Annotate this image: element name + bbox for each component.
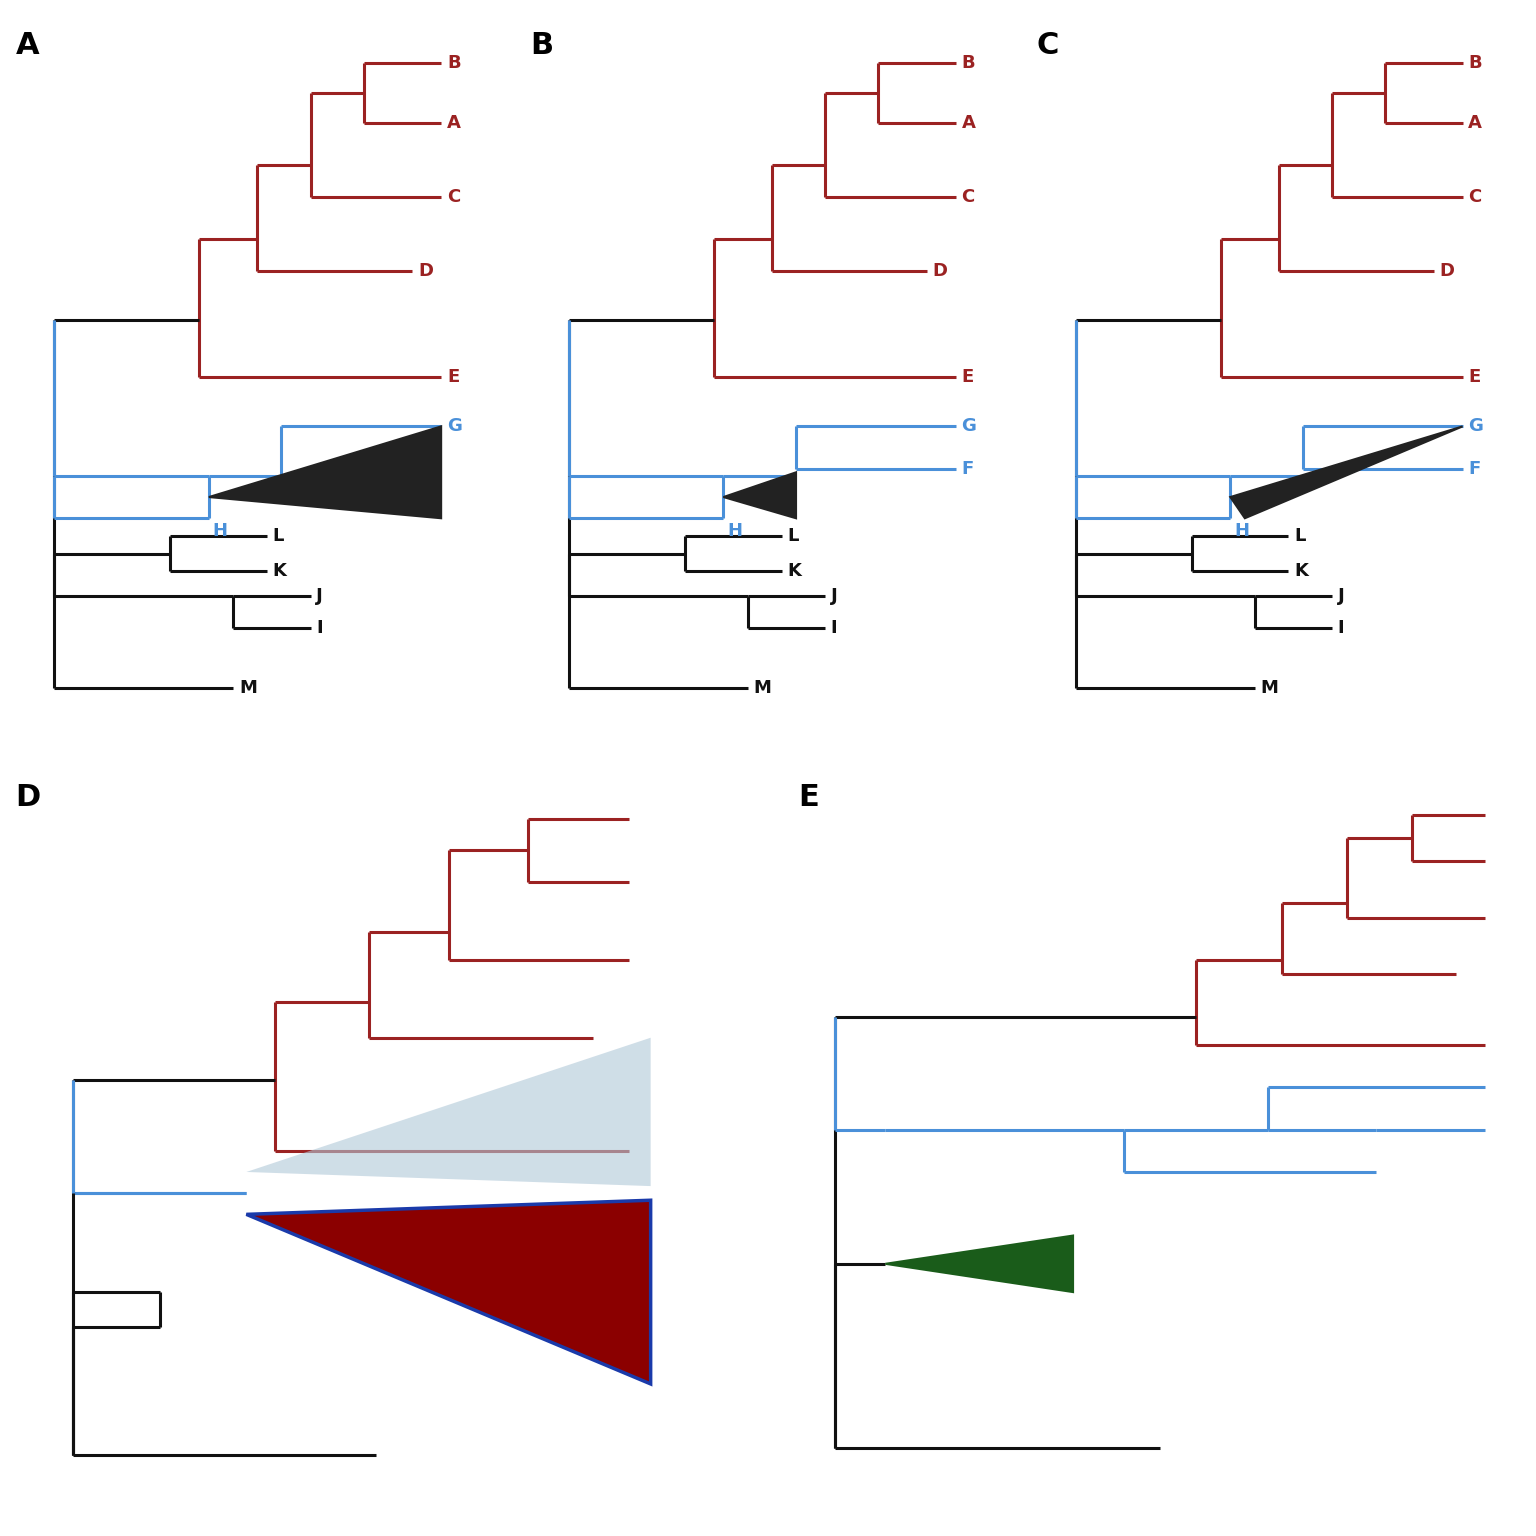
Text: A: A: [15, 31, 38, 60]
Polygon shape: [885, 1235, 1074, 1292]
Text: D: D: [418, 263, 433, 280]
Text: I: I: [1338, 619, 1344, 637]
Text: G: G: [1468, 418, 1484, 435]
Polygon shape: [723, 473, 796, 518]
Text: A: A: [1468, 114, 1482, 132]
Text: B: B: [962, 54, 975, 72]
Text: K: K: [273, 562, 287, 581]
Text: F: F: [1468, 459, 1481, 478]
Text: C: C: [447, 187, 461, 206]
Text: H: H: [214, 522, 227, 539]
Text: J: J: [831, 587, 837, 605]
Text: L: L: [788, 527, 799, 545]
Text: M: M: [754, 679, 771, 697]
Text: H: H: [1235, 522, 1249, 539]
Text: C: C: [1037, 31, 1060, 60]
Text: B: B: [1468, 54, 1482, 72]
Text: C: C: [962, 187, 975, 206]
Polygon shape: [246, 1200, 651, 1384]
Text: I: I: [831, 619, 837, 637]
Text: L: L: [273, 527, 284, 545]
Text: C: C: [1468, 187, 1482, 206]
Text: E: E: [1468, 369, 1481, 386]
Polygon shape: [1230, 427, 1462, 518]
Text: D: D: [15, 783, 40, 813]
Text: K: K: [788, 562, 802, 581]
Text: H: H: [728, 522, 742, 539]
Text: M: M: [1261, 679, 1278, 697]
Text: E: E: [799, 783, 820, 813]
Text: J: J: [316, 587, 323, 605]
Text: I: I: [316, 619, 323, 637]
Text: J: J: [1338, 587, 1344, 605]
Polygon shape: [246, 1038, 651, 1186]
Text: D: D: [932, 263, 948, 280]
Text: K: K: [1295, 562, 1309, 581]
Text: G: G: [447, 418, 462, 435]
Text: L: L: [1295, 527, 1306, 545]
Text: D: D: [1439, 263, 1455, 280]
Text: B: B: [530, 31, 553, 60]
Text: A: A: [447, 114, 461, 132]
Polygon shape: [209, 427, 441, 518]
Text: E: E: [962, 369, 974, 386]
Text: A: A: [962, 114, 975, 132]
Text: M: M: [240, 679, 257, 697]
Text: G: G: [962, 418, 977, 435]
Text: E: E: [447, 369, 459, 386]
Text: F: F: [962, 459, 974, 478]
Text: B: B: [447, 54, 461, 72]
